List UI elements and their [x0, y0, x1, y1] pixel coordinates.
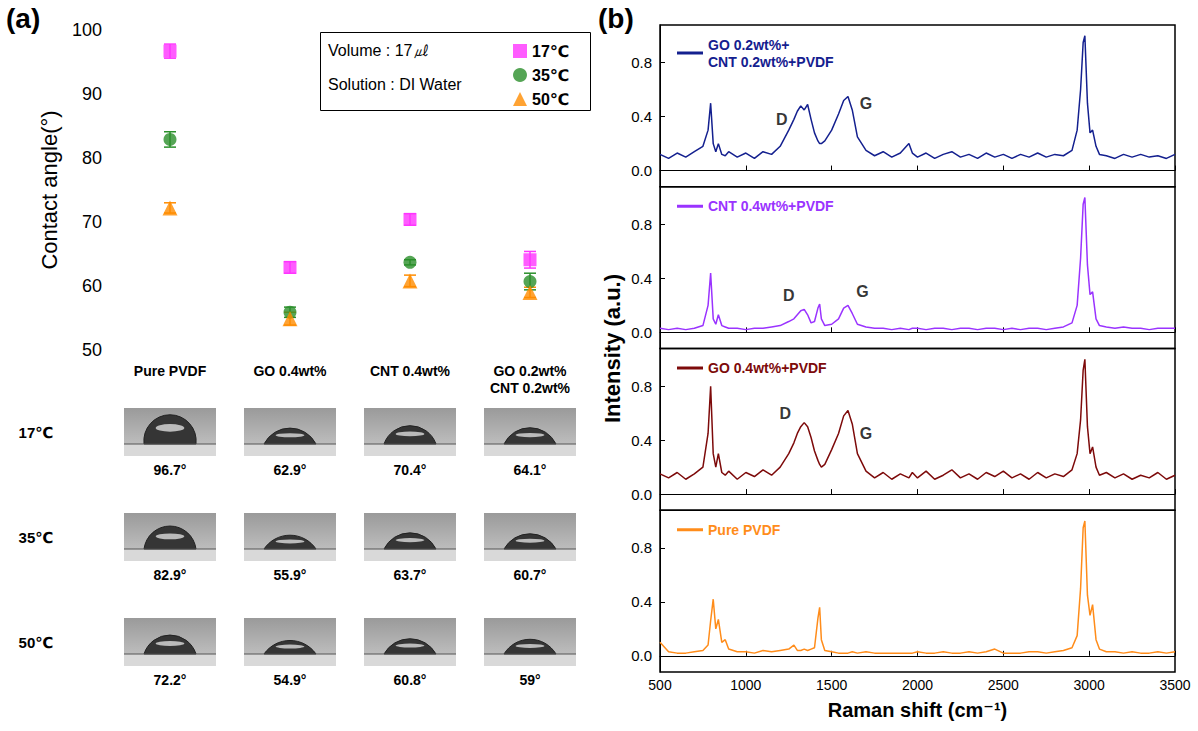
svg-text:G: G	[860, 425, 872, 442]
svg-text:82.9°: 82.9°	[154, 567, 187, 583]
svg-text:70.4°: 70.4°	[394, 462, 427, 478]
svg-text:17℃: 17℃	[532, 43, 569, 60]
svg-text:80: 80	[82, 148, 102, 168]
svg-text:2000: 2000	[902, 677, 933, 693]
svg-text:Intensity (a.u.): Intensity (a.u.)	[600, 274, 625, 423]
svg-text:Pure PVDF: Pure PVDF	[708, 522, 781, 538]
svg-text:62.9°: 62.9°	[274, 462, 307, 478]
svg-text:0.4: 0.4	[631, 432, 652, 449]
svg-text:90: 90	[82, 84, 102, 104]
svg-text:72.2°: 72.2°	[154, 672, 187, 688]
svg-text:0.0: 0.0	[631, 324, 652, 341]
svg-text:GO 0.2wt%: GO 0.2wt%	[493, 363, 567, 379]
svg-text:0.8: 0.8	[631, 378, 652, 395]
svg-text:CNT 0.2wt%+PVDF: CNT 0.2wt%+PVDF	[708, 54, 834, 70]
svg-text:17℃: 17℃	[19, 424, 54, 441]
svg-text:1000: 1000	[730, 677, 761, 693]
svg-text:Raman shift (cm⁻¹): Raman shift (cm⁻¹)	[828, 699, 1007, 721]
svg-text:0.0: 0.0	[631, 647, 652, 664]
svg-text:35℃: 35℃	[19, 529, 54, 546]
svg-text:54.9°: 54.9°	[274, 672, 307, 688]
svg-text:CNT 0.2wt%: CNT 0.2wt%	[490, 380, 571, 396]
svg-text:D: D	[780, 405, 792, 422]
svg-text:64.1°: 64.1°	[514, 462, 547, 478]
svg-text:CNT 0.4wt%: CNT 0.4wt%	[370, 363, 451, 379]
svg-text:0.0: 0.0	[631, 162, 652, 179]
svg-text:35℃: 35℃	[532, 67, 569, 84]
svg-text:GO 0.4wt%: GO 0.4wt%	[253, 363, 327, 379]
svg-text:50℃: 50℃	[532, 91, 569, 108]
svg-text:Contact angle(°): Contact angle(°)	[37, 110, 62, 269]
svg-text:0.0: 0.0	[631, 486, 652, 503]
svg-text:CNT 0.4wt%+PVDF: CNT 0.4wt%+PVDF	[708, 198, 834, 214]
svg-text:59°: 59°	[519, 672, 540, 688]
svg-text:Volume : 17㎕: Volume : 17㎕	[328, 42, 429, 59]
svg-text:0.8: 0.8	[631, 54, 652, 71]
svg-text:50: 50	[82, 340, 102, 360]
svg-text:500: 500	[648, 677, 672, 693]
svg-text:3000: 3000	[1074, 677, 1105, 693]
svg-text:60.8°: 60.8°	[394, 672, 427, 688]
svg-text:3500: 3500	[1159, 677, 1190, 693]
svg-text:0.4: 0.4	[631, 270, 652, 287]
svg-text:96.7°: 96.7°	[154, 462, 187, 478]
svg-text:0.4: 0.4	[631, 108, 652, 125]
svg-text:60.7°: 60.7°	[514, 567, 547, 583]
svg-text:50℃: 50℃	[19, 634, 54, 651]
svg-text:100: 100	[72, 20, 102, 40]
svg-text:D: D	[783, 287, 795, 304]
svg-text:55.9°: 55.9°	[274, 567, 307, 583]
svg-text:(a): (a)	[6, 3, 40, 34]
svg-text:(b): (b)	[598, 3, 634, 34]
svg-text:63.7°: 63.7°	[394, 567, 427, 583]
svg-text:Solution : DI Water: Solution : DI Water	[328, 76, 462, 93]
svg-text:2500: 2500	[988, 677, 1019, 693]
svg-text:G: G	[860, 95, 872, 112]
svg-text:Pure PVDF: Pure PVDF	[134, 363, 207, 379]
svg-text:GO 0.2wt%+: GO 0.2wt%+	[708, 37, 789, 53]
svg-text:60: 60	[82, 276, 102, 296]
svg-text:0.8: 0.8	[631, 216, 652, 233]
svg-text:1500: 1500	[816, 677, 847, 693]
svg-text:0.8: 0.8	[631, 539, 652, 556]
svg-text:GO 0.4wt%+PVDF: GO 0.4wt%+PVDF	[708, 360, 827, 376]
svg-text:D: D	[776, 111, 788, 128]
svg-text:0.4: 0.4	[631, 593, 652, 610]
svg-text:G: G	[856, 283, 868, 300]
svg-text:70: 70	[82, 212, 102, 232]
